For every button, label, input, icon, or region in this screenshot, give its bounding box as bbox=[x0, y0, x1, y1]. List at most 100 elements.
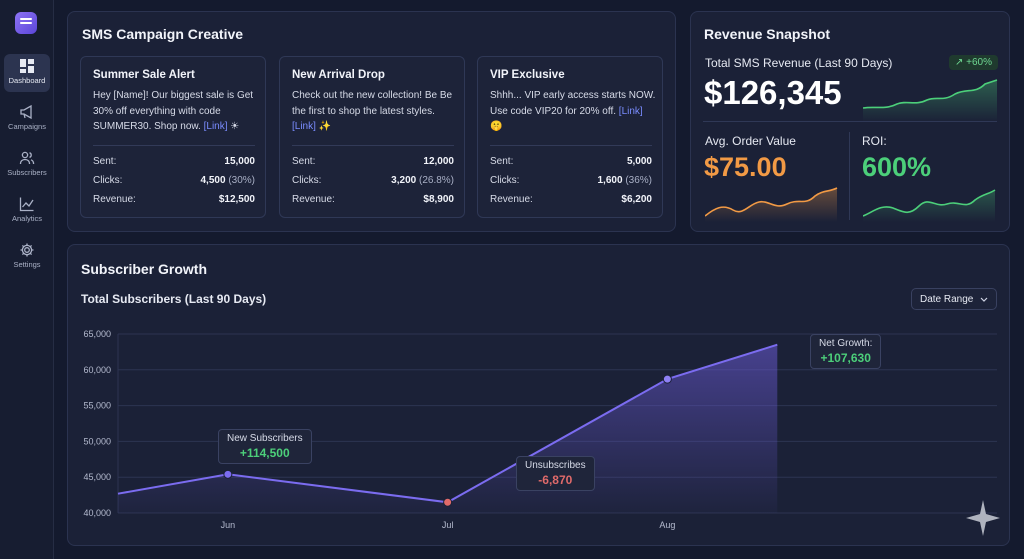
divider bbox=[849, 132, 850, 220]
y-tick-label: 60,000 bbox=[83, 365, 111, 375]
clicks-percent: (30%) bbox=[228, 175, 255, 186]
stat-sent: Sent: 12,000 bbox=[292, 156, 454, 167]
app-logo[interactable] bbox=[15, 12, 37, 34]
clicks-count: 4,500 bbox=[200, 175, 226, 186]
clicks-count: 1,600 bbox=[597, 175, 623, 186]
sidebar-item-dashboard[interactable]: Dashboard bbox=[4, 54, 50, 92]
campaign-heading: New Arrival Drop bbox=[292, 69, 385, 81]
sun-emoji-icon: ☀ bbox=[230, 121, 240, 132]
chevron-down-icon bbox=[980, 297, 988, 302]
revenue-title: Revenue Snapshot bbox=[704, 26, 831, 42]
stat-revenue: Revenue: $6,200 bbox=[490, 194, 652, 205]
stat-label: Revenue: bbox=[292, 194, 335, 205]
sidebar-item-label: Analytics bbox=[11, 214, 42, 223]
clicks-percent: (36%) bbox=[625, 175, 652, 186]
sidebar-item-analytics[interactable]: Analytics bbox=[4, 192, 50, 230]
campaign-message-text: Shhh... VIP early access starts NOW. Use… bbox=[490, 90, 656, 117]
sidebar: Dashboard Campaigns Subscribers Analytic… bbox=[0, 0, 54, 559]
campaign-link[interactable]: [Link] bbox=[292, 121, 316, 132]
annotation-label: Unsubscribes bbox=[525, 460, 586, 471]
sparkle-icon bbox=[966, 500, 1000, 536]
campaign-heading: Summer Sale Alert bbox=[93, 69, 195, 81]
x-tick-label: Aug bbox=[659, 520, 675, 530]
shush-emoji-icon: 🤫 bbox=[490, 121, 503, 132]
data-point-marker bbox=[443, 497, 453, 507]
aov-label: Avg. Order Value bbox=[705, 134, 796, 148]
revenue-snapshot-card: Revenue Snapshot Total SMS Revenue (Last… bbox=[690, 11, 1010, 232]
sidebar-item-label: Dashboard bbox=[8, 76, 46, 85]
campaign-message-text: Hey [Name]! Our biggest sale is Get 30% … bbox=[93, 90, 254, 132]
date-range-label: Date Range bbox=[920, 294, 974, 305]
stat-value: $12,500 bbox=[218, 194, 255, 205]
stat-label: Sent: bbox=[93, 156, 117, 167]
stat-value: $8,900 bbox=[423, 194, 454, 205]
annotation-label: Net Growth: bbox=[819, 338, 873, 349]
subscriber-growth-title: Subscriber Growth bbox=[81, 261, 208, 277]
stat-revenue: Revenue: $12,500 bbox=[93, 194, 255, 205]
x-tick-label: Jul bbox=[442, 520, 454, 530]
aov-value: $75.00 bbox=[704, 152, 787, 182]
total-revenue-value: $126,345 bbox=[704, 74, 842, 111]
sidebar-item-campaigns[interactable]: Campaigns bbox=[4, 100, 50, 138]
dashboard-icon bbox=[20, 59, 34, 73]
divider bbox=[703, 121, 997, 122]
clicks-count: 3,200 bbox=[391, 175, 417, 186]
gear-icon bbox=[20, 243, 34, 257]
annotation-value: +107,630 bbox=[820, 351, 871, 365]
y-tick-label: 45,000 bbox=[83, 472, 111, 482]
y-tick-label: 50,000 bbox=[83, 436, 111, 446]
sidebar-item-subscribers[interactable]: Subscribers bbox=[4, 146, 50, 184]
sidebar-item-label: Subscribers bbox=[7, 168, 47, 177]
stat-sent: Sent: 15,000 bbox=[93, 156, 255, 167]
campaign-message: Check out the new collection! Be Be the … bbox=[292, 88, 458, 135]
stat-label: Revenue: bbox=[490, 194, 533, 205]
stat-value: 1,600 (36%) bbox=[598, 175, 653, 186]
stat-value: 3,200 (26.8%) bbox=[391, 175, 454, 186]
revenue-sparkline bbox=[863, 79, 998, 122]
campaign-link[interactable]: [Link] bbox=[618, 105, 643, 117]
roi-value: 600% bbox=[862, 152, 932, 182]
x-tick-label: Jun bbox=[221, 520, 236, 530]
roi-sparkline bbox=[863, 189, 996, 222]
total-revenue-label: Total SMS Revenue (Last 90 Days) bbox=[705, 56, 893, 70]
stat-value: 12,000 bbox=[423, 156, 454, 167]
campaign-card-summer-sale[interactable]: Summer Sale Alert Hey [Name]! Our bigges… bbox=[80, 56, 266, 218]
annotation-value: -6,870 bbox=[538, 473, 573, 487]
stat-clicks: Clicks: 4,500 (30%) bbox=[93, 175, 255, 186]
subscriber-area-fill bbox=[118, 344, 778, 513]
annotation-new-subscribers: New Subscribers +114,500 bbox=[218, 429, 312, 464]
campaign-link[interactable]: [Link] bbox=[203, 121, 228, 132]
campaign-card-new-arrival[interactable]: New Arrival Drop Check out the new colle… bbox=[279, 56, 465, 218]
stat-value: $6,200 bbox=[621, 194, 652, 205]
stat-clicks: Clicks: 1,600 (36%) bbox=[490, 175, 652, 186]
stat-label: Revenue: bbox=[93, 194, 136, 205]
annotation-label: New Subscribers bbox=[227, 433, 303, 444]
stat-value: 15,000 bbox=[224, 156, 255, 167]
divider bbox=[93, 145, 255, 146]
y-tick-label: 40,000 bbox=[83, 508, 111, 518]
campaign-message-text: Check out the new collection! Be Be the … bbox=[292, 90, 453, 117]
clicks-percent: (26.8%) bbox=[418, 175, 454, 186]
campaign-card-vip-exclusive[interactable]: VIP Exclusive Shhh... VIP early access s… bbox=[477, 56, 663, 218]
data-point-marker bbox=[223, 469, 233, 479]
stat-value: 4,500 (30%) bbox=[201, 175, 256, 186]
stat-clicks: Clicks: 3,200 (26.8%) bbox=[292, 175, 454, 186]
sparkles-emoji-icon: ✨ bbox=[318, 121, 332, 132]
roi-label: ROI: bbox=[862, 134, 887, 148]
chart-subtitle: Total Subscribers (Last 90 Days) bbox=[81, 292, 267, 306]
y-tick-label: 55,000 bbox=[83, 401, 111, 411]
divider bbox=[292, 145, 454, 146]
annotation-net-growth: Net Growth: +107,630 bbox=[810, 334, 882, 369]
annotation-unsubscribes: Unsubscribes -6,870 bbox=[516, 456, 595, 491]
divider bbox=[490, 145, 652, 146]
stat-revenue: Revenue: $8,900 bbox=[292, 194, 454, 205]
sms-campaign-title: SMS Campaign Creative bbox=[82, 26, 244, 42]
campaign-message: Hey [Name]! Our biggest sale is Get 30% … bbox=[93, 88, 259, 135]
sidebar-item-settings[interactable]: Settings bbox=[4, 238, 50, 276]
growth-badge: ↗ +60% bbox=[949, 55, 999, 70]
stat-sent: Sent: 5,000 bbox=[490, 156, 652, 167]
stat-label: Clicks: bbox=[93, 175, 123, 186]
stat-label: Clicks: bbox=[490, 175, 520, 186]
date-range-dropdown[interactable]: Date Range bbox=[911, 288, 997, 310]
